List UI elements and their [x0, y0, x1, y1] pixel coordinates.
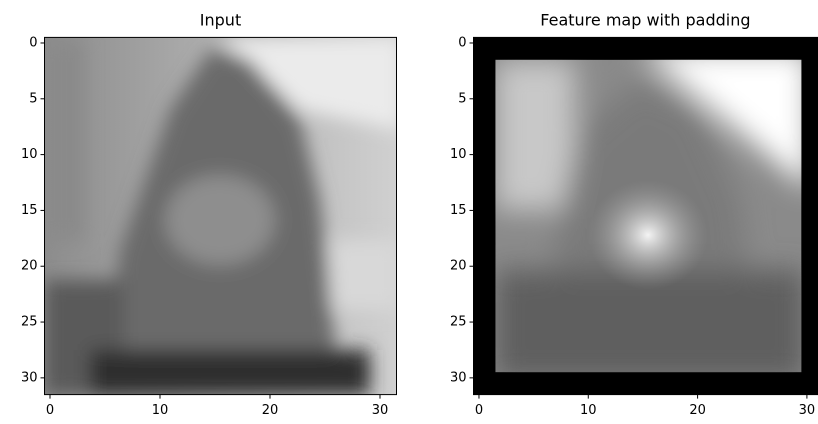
y-tick-label: 25 [21, 315, 38, 330]
y-tick-label: 15 [21, 203, 38, 218]
x-tick-label: 0 [475, 403, 483, 418]
axes-frame [44, 36, 397, 396]
input-image [44, 37, 397, 395]
y-tick-label: 15 [450, 203, 467, 218]
x-tick-label: 20 [262, 403, 279, 418]
y-tick-label: 20 [450, 259, 467, 274]
y-tick-label: 10 [450, 147, 467, 162]
x-tick-label: 10 [152, 403, 169, 418]
x-tick-label: 20 [689, 403, 706, 418]
x-tick-label: 30 [372, 403, 389, 418]
y-tick-label: 0 [458, 35, 466, 50]
y-tick-label: 30 [21, 370, 38, 385]
x-tick-label: 10 [580, 403, 597, 418]
y-tick-label: 30 [450, 370, 467, 385]
feature-map-image [473, 37, 818, 395]
x-tick-label: 0 [46, 403, 54, 418]
y-tick-label: 5 [458, 91, 466, 106]
y-tick-label: 25 [450, 315, 467, 330]
chart-title: Input [200, 10, 241, 29]
y-tick-label: 10 [21, 147, 38, 162]
y-tick-label: 20 [21, 259, 38, 274]
chart-title: Feature map with padding [540, 10, 750, 29]
y-tick-label: 5 [29, 91, 37, 106]
y-tick-label: 0 [29, 35, 37, 50]
axes-frame [473, 36, 818, 396]
x-tick-label: 30 [799, 403, 816, 418]
